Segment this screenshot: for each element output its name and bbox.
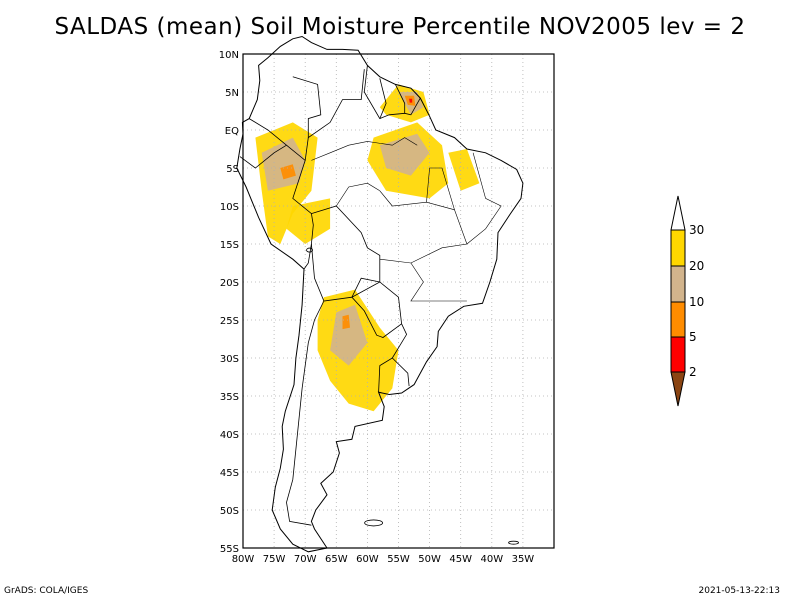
south-georgia — [508, 540, 519, 545]
lat-tick-label: 10S — [220, 202, 239, 213]
state-border — [410, 262, 467, 302]
state-border — [426, 167, 455, 210]
moisture-patch — [286, 198, 331, 244]
lat-tick-label: 50S — [220, 506, 239, 517]
coastline — [236, 35, 524, 553]
state-border — [379, 190, 468, 264]
lat-tick-label: 40S — [220, 430, 239, 441]
country-border — [395, 84, 406, 114]
lon-tick-label: 80W — [232, 554, 255, 565]
lon-tick-label: 55W — [387, 554, 410, 565]
lat-tick-label: 10N — [219, 50, 239, 61]
falkland-islands — [364, 519, 384, 527]
legend-swatch — [670, 301, 686, 338]
lon-tick-label: 60W — [356, 554, 379, 565]
country-border — [292, 69, 365, 139]
moisture-patch — [409, 98, 413, 103]
legend-label: 10 — [689, 295, 704, 309]
legend-label: 20 — [689, 259, 704, 273]
legend-label: 30 — [689, 223, 704, 237]
footer-timestamp: 2021-05-13-22:13 — [698, 586, 781, 596]
lake-outline — [306, 247, 313, 253]
map-title: SALDAS (mean) Soil Moisture Percentile N… — [54, 14, 746, 40]
legend-swatch — [670, 265, 686, 303]
lon-tick-label: 35W — [512, 554, 535, 565]
latitude-tick-labels: 10N 5N EQ 5S 10S 15S 20S 25S 30S 35S 40S 45S 50S 55S — [219, 50, 239, 555]
state-border — [311, 137, 418, 161]
country-borders — [236, 35, 524, 553]
legend-swatch — [670, 336, 686, 373]
lon-tick-label: 65W — [325, 554, 348, 565]
lon-tick-label: 40W — [480, 554, 503, 565]
colorbar-legend: 30 20 10 5 2 — [670, 195, 704, 407]
state-border — [466, 152, 502, 245]
map-frame — [242, 53, 555, 549]
lat-tick-label: 35S — [220, 392, 239, 403]
longitude-tick-labels: 80W 75W 70W 65W 60W 55W 50W 45W 40W 35W — [232, 554, 535, 565]
lat-tick-label: 15S — [220, 240, 239, 251]
lon-tick-label: 50W — [418, 554, 441, 565]
lat-tick-label: 30S — [220, 354, 239, 365]
footer-credit: GrADS: COLA/IGES — [4, 586, 89, 596]
legend-bottom-arrow — [670, 371, 686, 407]
lat-tick-label: 25S — [220, 316, 239, 327]
moisture-patch — [448, 149, 480, 191]
legend-label: 5 — [689, 330, 697, 344]
lat-tick-label: EQ — [225, 126, 239, 137]
lon-tick-label: 75W — [263, 554, 286, 565]
lat-tick-label: 55S — [220, 544, 239, 555]
moisture-patch — [342, 314, 350, 330]
country-border — [286, 300, 325, 526]
country-border — [391, 323, 408, 359]
lat-tick-label: 45S — [220, 468, 239, 479]
lon-tick-label: 70W — [294, 554, 317, 565]
country-border — [363, 65, 421, 120]
moisture-patch — [261, 137, 306, 191]
lat-tick-label: 5S — [226, 164, 239, 175]
legend-label: 2 — [689, 365, 697, 379]
country-border — [379, 78, 387, 119]
legend-top-arrow — [670, 195, 686, 231]
country-border — [311, 205, 381, 302]
lat-tick-label: 5N — [225, 88, 239, 99]
country-border — [292, 160, 314, 270]
lon-tick-label: 45W — [449, 554, 472, 565]
lat-tick-label: 20S — [220, 278, 239, 289]
moisture-patch — [379, 133, 430, 176]
state-border — [336, 182, 380, 207]
legend-swatch — [670, 229, 686, 267]
country-border — [239, 144, 287, 169]
